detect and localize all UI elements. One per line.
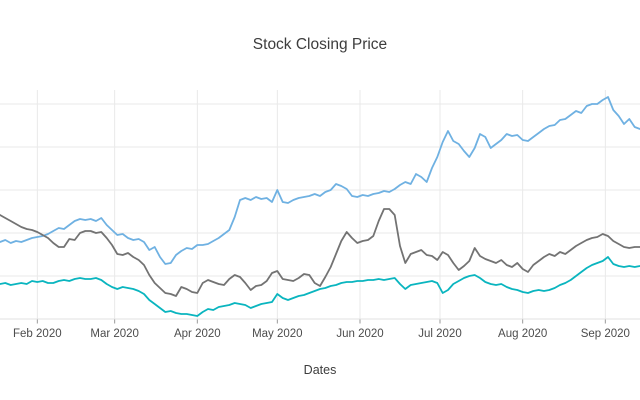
x-tick-label: Aug 2020	[498, 328, 547, 340]
x-tick-label: Apr 2020	[174, 328, 221, 340]
x-tick-label: May 2020	[252, 328, 303, 340]
x-tick-label: Jun 2020	[336, 328, 383, 340]
chart-title: Stock Closing Price	[253, 36, 387, 53]
series-lightblue-line	[0, 96, 640, 265]
series-teal-line	[0, 256, 640, 317]
series-gray-line	[0, 208, 640, 297]
x-axis-title: Dates	[304, 363, 337, 377]
x-tick-label: Sep 2020	[581, 328, 630, 340]
x-tick-label: Feb 2020	[13, 328, 62, 340]
x-tick-label: Jul 2020	[418, 328, 461, 340]
plot-area: Feb 2020 Mar 2020 Apr 2020 May 2020 Jun 2020…	[0, 90, 640, 340]
x-tick-label: Mar 2020	[90, 328, 139, 340]
